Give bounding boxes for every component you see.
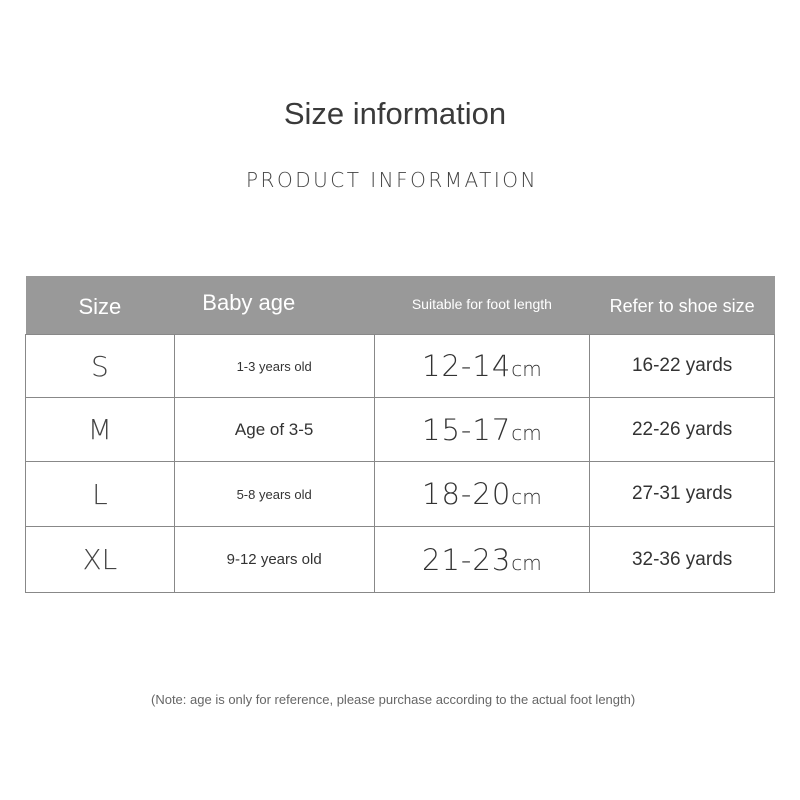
header-shoe-size: Refer to shoe size bbox=[589, 276, 775, 335]
table-row: L 5-8 years old 18-20cm 27-31 yards bbox=[25, 461, 775, 527]
age-cell: 5-8 years old bbox=[173, 461, 375, 527]
foot-range: 12-14 bbox=[422, 349, 512, 383]
foot-unit: cm bbox=[511, 550, 542, 575]
size-table: Size Baby age Suitable for foot length R… bbox=[25, 276, 775, 593]
size-cell: XL bbox=[25, 526, 175, 593]
shoe-size-cell: 27-31 yards bbox=[589, 461, 775, 527]
foot-length-cell: 12-14cm bbox=[373, 334, 591, 398]
footnote: (Note: age is only for reference, please… bbox=[151, 692, 636, 707]
shoe-size-cell: 16-22 yards bbox=[589, 334, 775, 398]
foot-unit: cm bbox=[511, 420, 542, 445]
shoe-size-cell: 22-26 yards bbox=[589, 397, 775, 462]
age-cell: 1-3 years old bbox=[173, 334, 375, 398]
page-subtitle: PRODUCT INFORMATION bbox=[246, 168, 538, 192]
foot-range: 15-17 bbox=[422, 412, 512, 447]
foot-unit: cm bbox=[511, 357, 542, 381]
foot-length-cell: 21-23cm bbox=[373, 526, 591, 593]
table-row: XL 9-12 years old 21-23cm 32-36 yards bbox=[25, 526, 775, 593]
page-title: Size information bbox=[283, 96, 507, 131]
foot-length-cell: 15-17cm bbox=[373, 397, 591, 462]
header-foot-length: Suitable for foot length bbox=[374, 276, 590, 335]
age-cell: Age of 3-5 bbox=[173, 397, 375, 462]
age-cell: 9-12 years old bbox=[173, 526, 375, 593]
foot-range: 21-23 bbox=[422, 542, 512, 577]
size-cell: M bbox=[25, 397, 175, 462]
shoe-size-cell: 32-36 yards bbox=[589, 526, 775, 593]
header-size: Size bbox=[25, 276, 175, 335]
size-cell: L bbox=[25, 461, 175, 527]
foot-unit: cm bbox=[511, 485, 542, 509]
header-baby-age: Baby age bbox=[174, 276, 375, 335]
table-header-row: Size Baby age Suitable for foot length R… bbox=[25, 276, 775, 335]
size-cell: S bbox=[25, 334, 175, 398]
table-row: M Age of 3-5 15-17cm 22-26 yards bbox=[25, 397, 775, 462]
foot-length-cell: 18-20cm bbox=[373, 461, 591, 527]
foot-range: 18-20 bbox=[422, 477, 512, 511]
table-row: S 1-3 years old 12-14cm 16-22 yards bbox=[25, 334, 775, 398]
